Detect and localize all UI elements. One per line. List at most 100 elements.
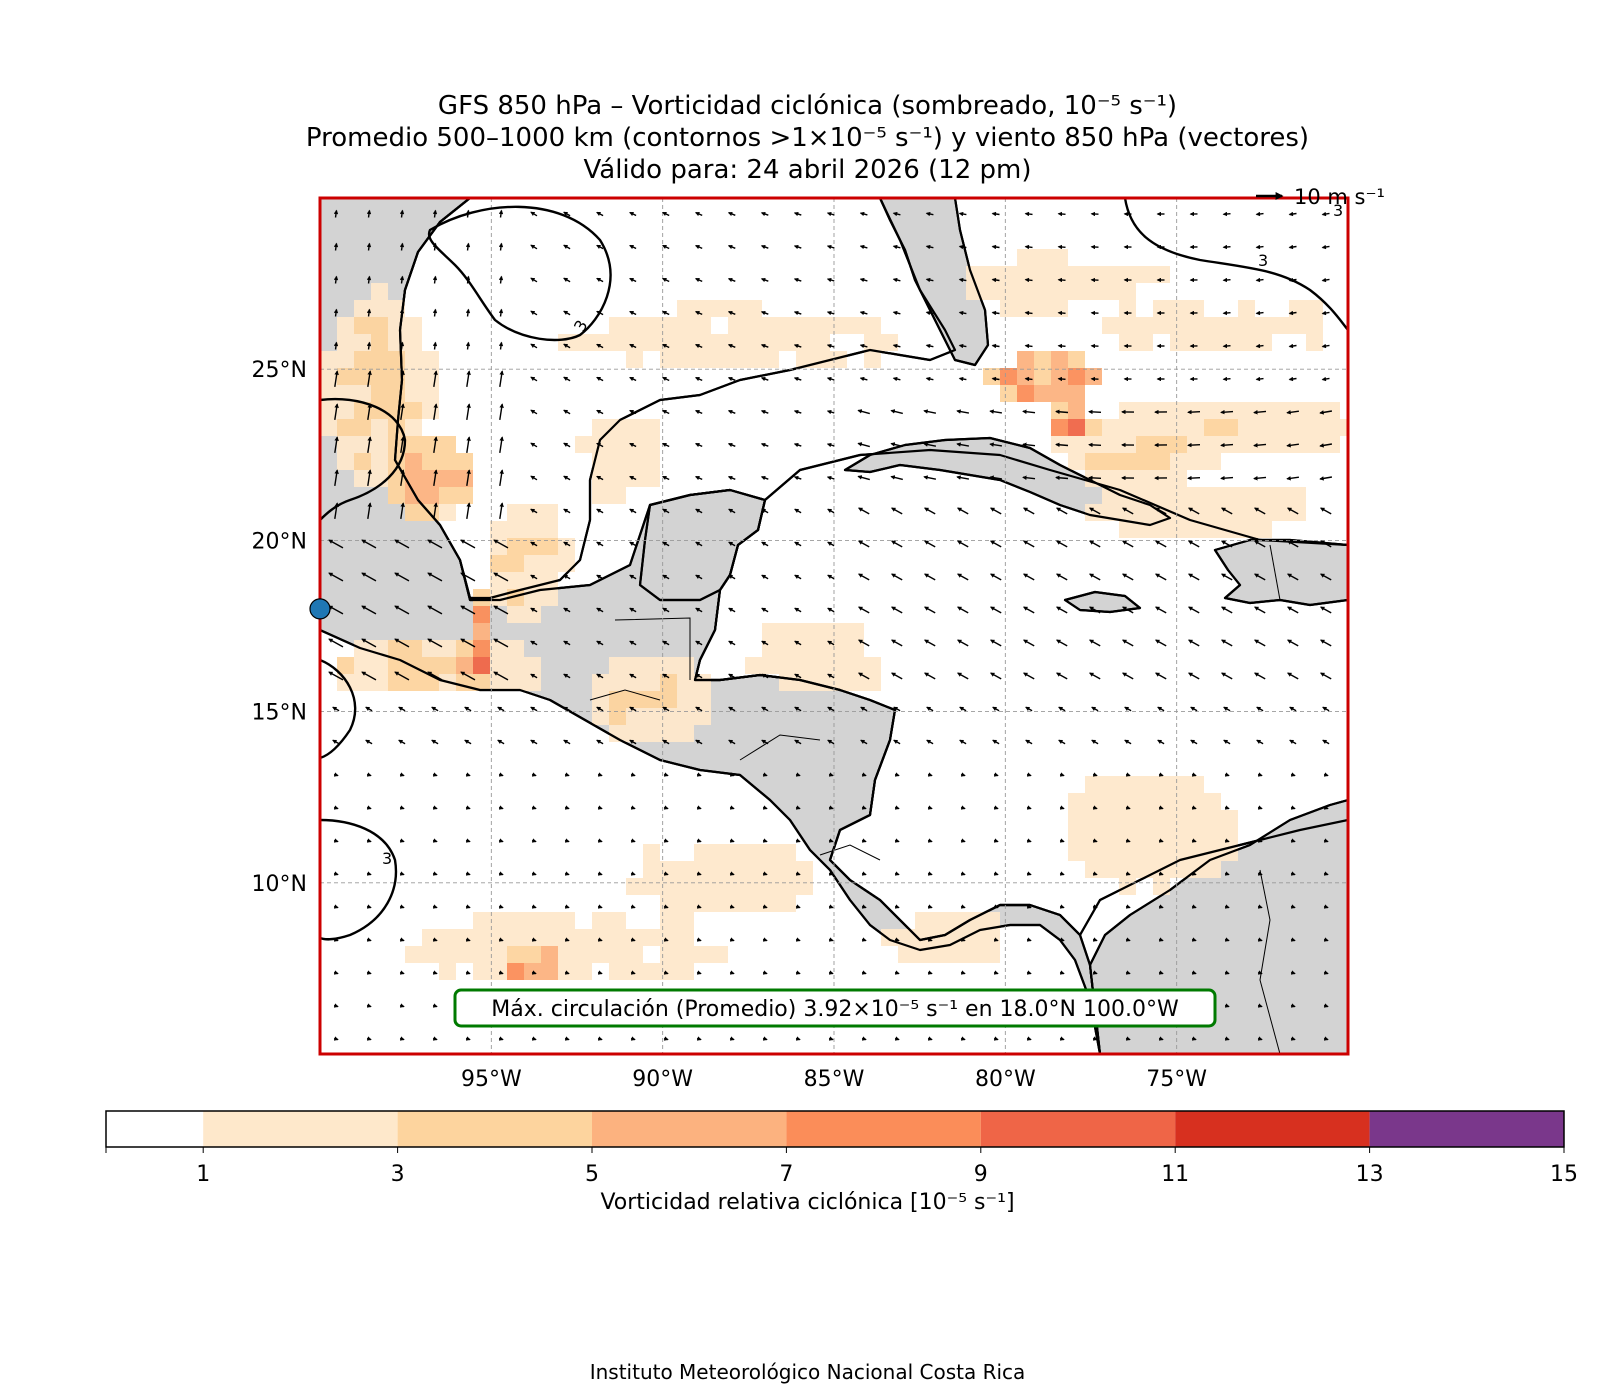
wind-vector [727, 343, 736, 349]
wind-vector [334, 469, 339, 487]
wind-vector [531, 871, 537, 876]
wind-vector [925, 376, 934, 382]
wind-vector [1026, 970, 1032, 975]
vorticity-cell [473, 640, 490, 657]
wind-vector [432, 242, 438, 251]
wind-vector [793, 244, 802, 250]
vorticity-cell [456, 640, 473, 657]
wind-vector [1191, 838, 1197, 843]
wind-vector [1288, 244, 1297, 250]
wind-vector [499, 436, 504, 454]
wind-vector [762, 970, 768, 975]
wind-vector [695, 706, 703, 712]
wind-vector [493, 638, 509, 648]
wind-vector [858, 639, 870, 647]
wind-vector [563, 574, 571, 580]
wind-vector [923, 475, 937, 480]
wind-vector [629, 607, 637, 613]
latitude-labels: 25°N 20°N 15°N 10°N [252, 358, 307, 897]
vorticity-cell [728, 844, 745, 861]
wind-vector [493, 572, 509, 582]
wind-vector [662, 574, 670, 580]
vorticity-cell [762, 334, 779, 351]
vorticity-cell [1102, 844, 1119, 861]
wind-vector [563, 310, 571, 316]
vorticity-cell [541, 504, 558, 521]
wind-vector [1191, 937, 1197, 942]
vorticity-cell [1238, 436, 1255, 453]
wind-vector [432, 1036, 438, 1041]
vorticity-cell [473, 657, 490, 674]
wind-vector [957, 507, 969, 515]
wind-vector [729, 937, 735, 942]
vorticity-cell [660, 351, 677, 368]
wind-vector [661, 442, 670, 448]
wind-vector [530, 739, 538, 745]
map-title-line-1: GFS 850 hPa – Vorticidad ciclónica (somb… [437, 91, 1178, 121]
vorticity-cell [660, 912, 677, 929]
wind-vector [333, 772, 339, 777]
vorticity-cell [456, 657, 473, 674]
wind-vector [1089, 639, 1101, 647]
wind-vector [1057, 343, 1066, 349]
vorticity-cell [1221, 419, 1238, 436]
vorticity-cell [592, 674, 609, 691]
vorticity-cell [1221, 827, 1238, 844]
vorticity-cell [1051, 283, 1068, 300]
vorticity-cell [524, 504, 541, 521]
vorticity-cell [779, 844, 796, 861]
wind-vector [661, 277, 670, 283]
wind-vector [530, 343, 538, 349]
vorticity-cell [609, 691, 626, 708]
wind-vector [361, 539, 377, 549]
wind-vector [629, 673, 637, 679]
wind-vector [394, 638, 410, 648]
wind-vector [1257, 871, 1263, 876]
vorticity-cell [490, 946, 507, 963]
colorbar-label: Vorticidad relativa ciclónica [10⁻⁵ s⁻¹] [600, 1190, 1015, 1215]
vorticity-cell [915, 929, 932, 946]
wind-vector [728, 706, 736, 712]
wind-vector [1287, 573, 1299, 581]
wind-vector [433, 403, 438, 421]
vorticity-cell [796, 657, 813, 674]
vorticity-cell [609, 674, 626, 691]
vorticity-cell [1170, 844, 1187, 861]
vorticity-cell [1085, 844, 1102, 861]
wind-vector [498, 308, 504, 317]
wind-vector [498, 805, 504, 810]
vorticity-cell [1136, 436, 1153, 453]
wind-vector [924, 672, 936, 680]
vorticity-cell [1085, 368, 1102, 385]
vorticity-cell [507, 555, 524, 572]
wind-vector [828, 970, 834, 975]
vorticity-cell [1068, 283, 1085, 300]
vorticity-cell [983, 929, 1000, 946]
wind-vector [827, 706, 835, 712]
wind-vector [596, 508, 604, 514]
wind-vector [498, 772, 504, 777]
wind-vector [465, 970, 471, 975]
vorticity-cell [1323, 419, 1340, 436]
wind-vector [696, 970, 702, 975]
wind-vector [729, 1036, 735, 1041]
wind-vector [433, 436, 438, 454]
vorticity-cell [1068, 368, 1085, 385]
vorticity-cell [1000, 266, 1017, 283]
wind-vector [957, 606, 969, 614]
wind-vector [661, 376, 670, 382]
wind-vector [696, 937, 702, 942]
wind-vector [563, 409, 571, 415]
wind-vector [695, 607, 703, 613]
wind-vector [662, 739, 670, 745]
vorticity-cell [932, 946, 949, 963]
vorticity-cell [1204, 436, 1221, 453]
vorticity-cell [558, 334, 575, 351]
wind-vector [333, 242, 339, 251]
wind-vector [861, 970, 867, 975]
vorticity-cell [643, 674, 660, 691]
vorticity-cell [1068, 793, 1085, 810]
wind-vector [1222, 376, 1231, 382]
vorticity-cell [677, 895, 694, 912]
wind-vector [923, 442, 937, 447]
